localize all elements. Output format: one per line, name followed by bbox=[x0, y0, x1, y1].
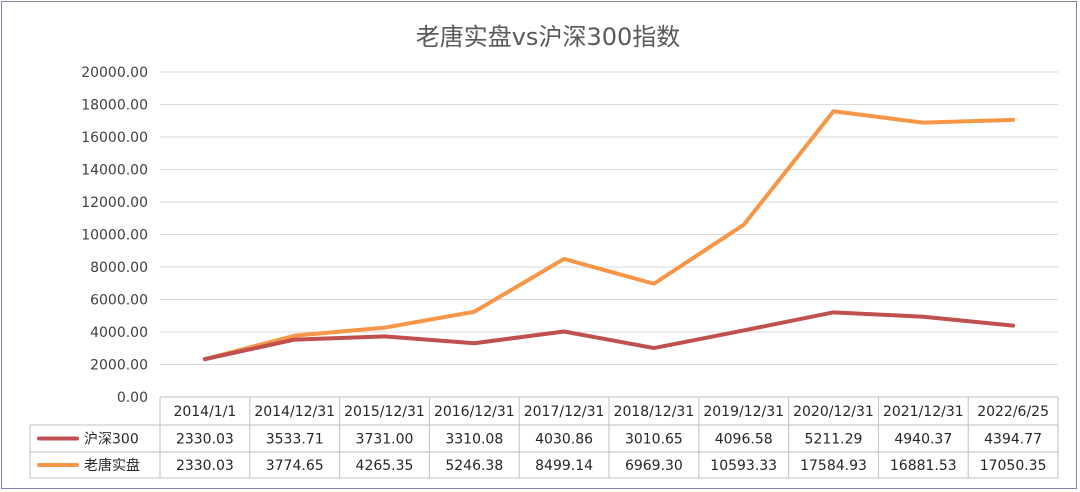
x-tick-label: 2022/6/25 bbox=[977, 404, 1049, 420]
data-label: 17584.93 bbox=[800, 458, 867, 474]
y-tick-label: 6000.00 bbox=[90, 293, 148, 309]
data-label: 5246.38 bbox=[445, 458, 503, 474]
data-label: 2330.03 bbox=[176, 458, 234, 474]
series-lines bbox=[202, 109, 1016, 362]
x-tick-label: 2018/12/31 bbox=[614, 404, 695, 420]
x-tick-label: 2019/12/31 bbox=[703, 404, 784, 420]
y-tick-label: 4000.00 bbox=[90, 325, 148, 341]
x-tick-label: 2020/12/31 bbox=[793, 404, 874, 420]
data-label: 3010.65 bbox=[625, 432, 683, 448]
y-tick-label: 12000.00 bbox=[81, 195, 148, 211]
data-label: 17050.35 bbox=[980, 458, 1047, 474]
legend-label: 老唐实盘 bbox=[84, 457, 140, 474]
data-label: 3533.71 bbox=[266, 432, 324, 448]
y-tick-label: 0.00 bbox=[117, 390, 148, 406]
x-tick-label: 2014/12/31 bbox=[254, 404, 335, 420]
x-tick-label: 2014/1/1 bbox=[173, 404, 236, 420]
data-label: 3774.65 bbox=[266, 458, 324, 474]
y-tick-label: 2000.00 bbox=[90, 358, 148, 374]
x-tick-label: 2016/12/31 bbox=[434, 404, 515, 420]
data-label: 5211.29 bbox=[805, 432, 863, 448]
data-label: 3310.08 bbox=[445, 432, 503, 448]
data-label: 4265.35 bbox=[356, 458, 414, 474]
data-label: 8499.14 bbox=[535, 458, 593, 474]
y-tick-label: 14000.00 bbox=[81, 163, 148, 179]
gridlines bbox=[160, 71, 1058, 365]
data-label: 4940.37 bbox=[894, 432, 952, 448]
data-label: 10593.33 bbox=[710, 458, 777, 474]
series-line bbox=[202, 310, 1016, 362]
y-axis-ticks: 0.00 2000.00 4000.00 6000.00 8000.00 10000.00… bbox=[81, 65, 148, 406]
data-label: 2330.03 bbox=[176, 432, 234, 448]
y-tick-label: 8000.00 bbox=[90, 260, 148, 276]
data-label: 16881.53 bbox=[890, 458, 957, 474]
y-tick-label: 16000.00 bbox=[81, 130, 148, 146]
y-tick-label: 20000.00 bbox=[81, 65, 148, 81]
chart-title: 老唐实盘vs沪深300指数 bbox=[416, 23, 681, 51]
series-line bbox=[202, 109, 1016, 362]
data-label: 4394.77 bbox=[984, 432, 1042, 448]
x-tick-label: 2015/12/31 bbox=[344, 404, 425, 420]
y-tick-label: 10000.00 bbox=[81, 228, 148, 244]
x-tick-label: 2021/12/31 bbox=[883, 404, 964, 420]
x-tick-label: 2017/12/31 bbox=[524, 404, 605, 420]
data-label: 6969.30 bbox=[625, 458, 683, 474]
y-tick-label: 18000.00 bbox=[81, 98, 148, 114]
data-table: 2014/1/1 2014/12/31 2015/12/31 2016/12/31 20… bbox=[29, 396, 1059, 479]
data-label: 4096.58 bbox=[715, 432, 773, 448]
data-label: 3731.00 bbox=[356, 432, 414, 448]
legend-label: 沪深300 bbox=[84, 432, 139, 448]
data-label: 4030.86 bbox=[535, 432, 593, 448]
